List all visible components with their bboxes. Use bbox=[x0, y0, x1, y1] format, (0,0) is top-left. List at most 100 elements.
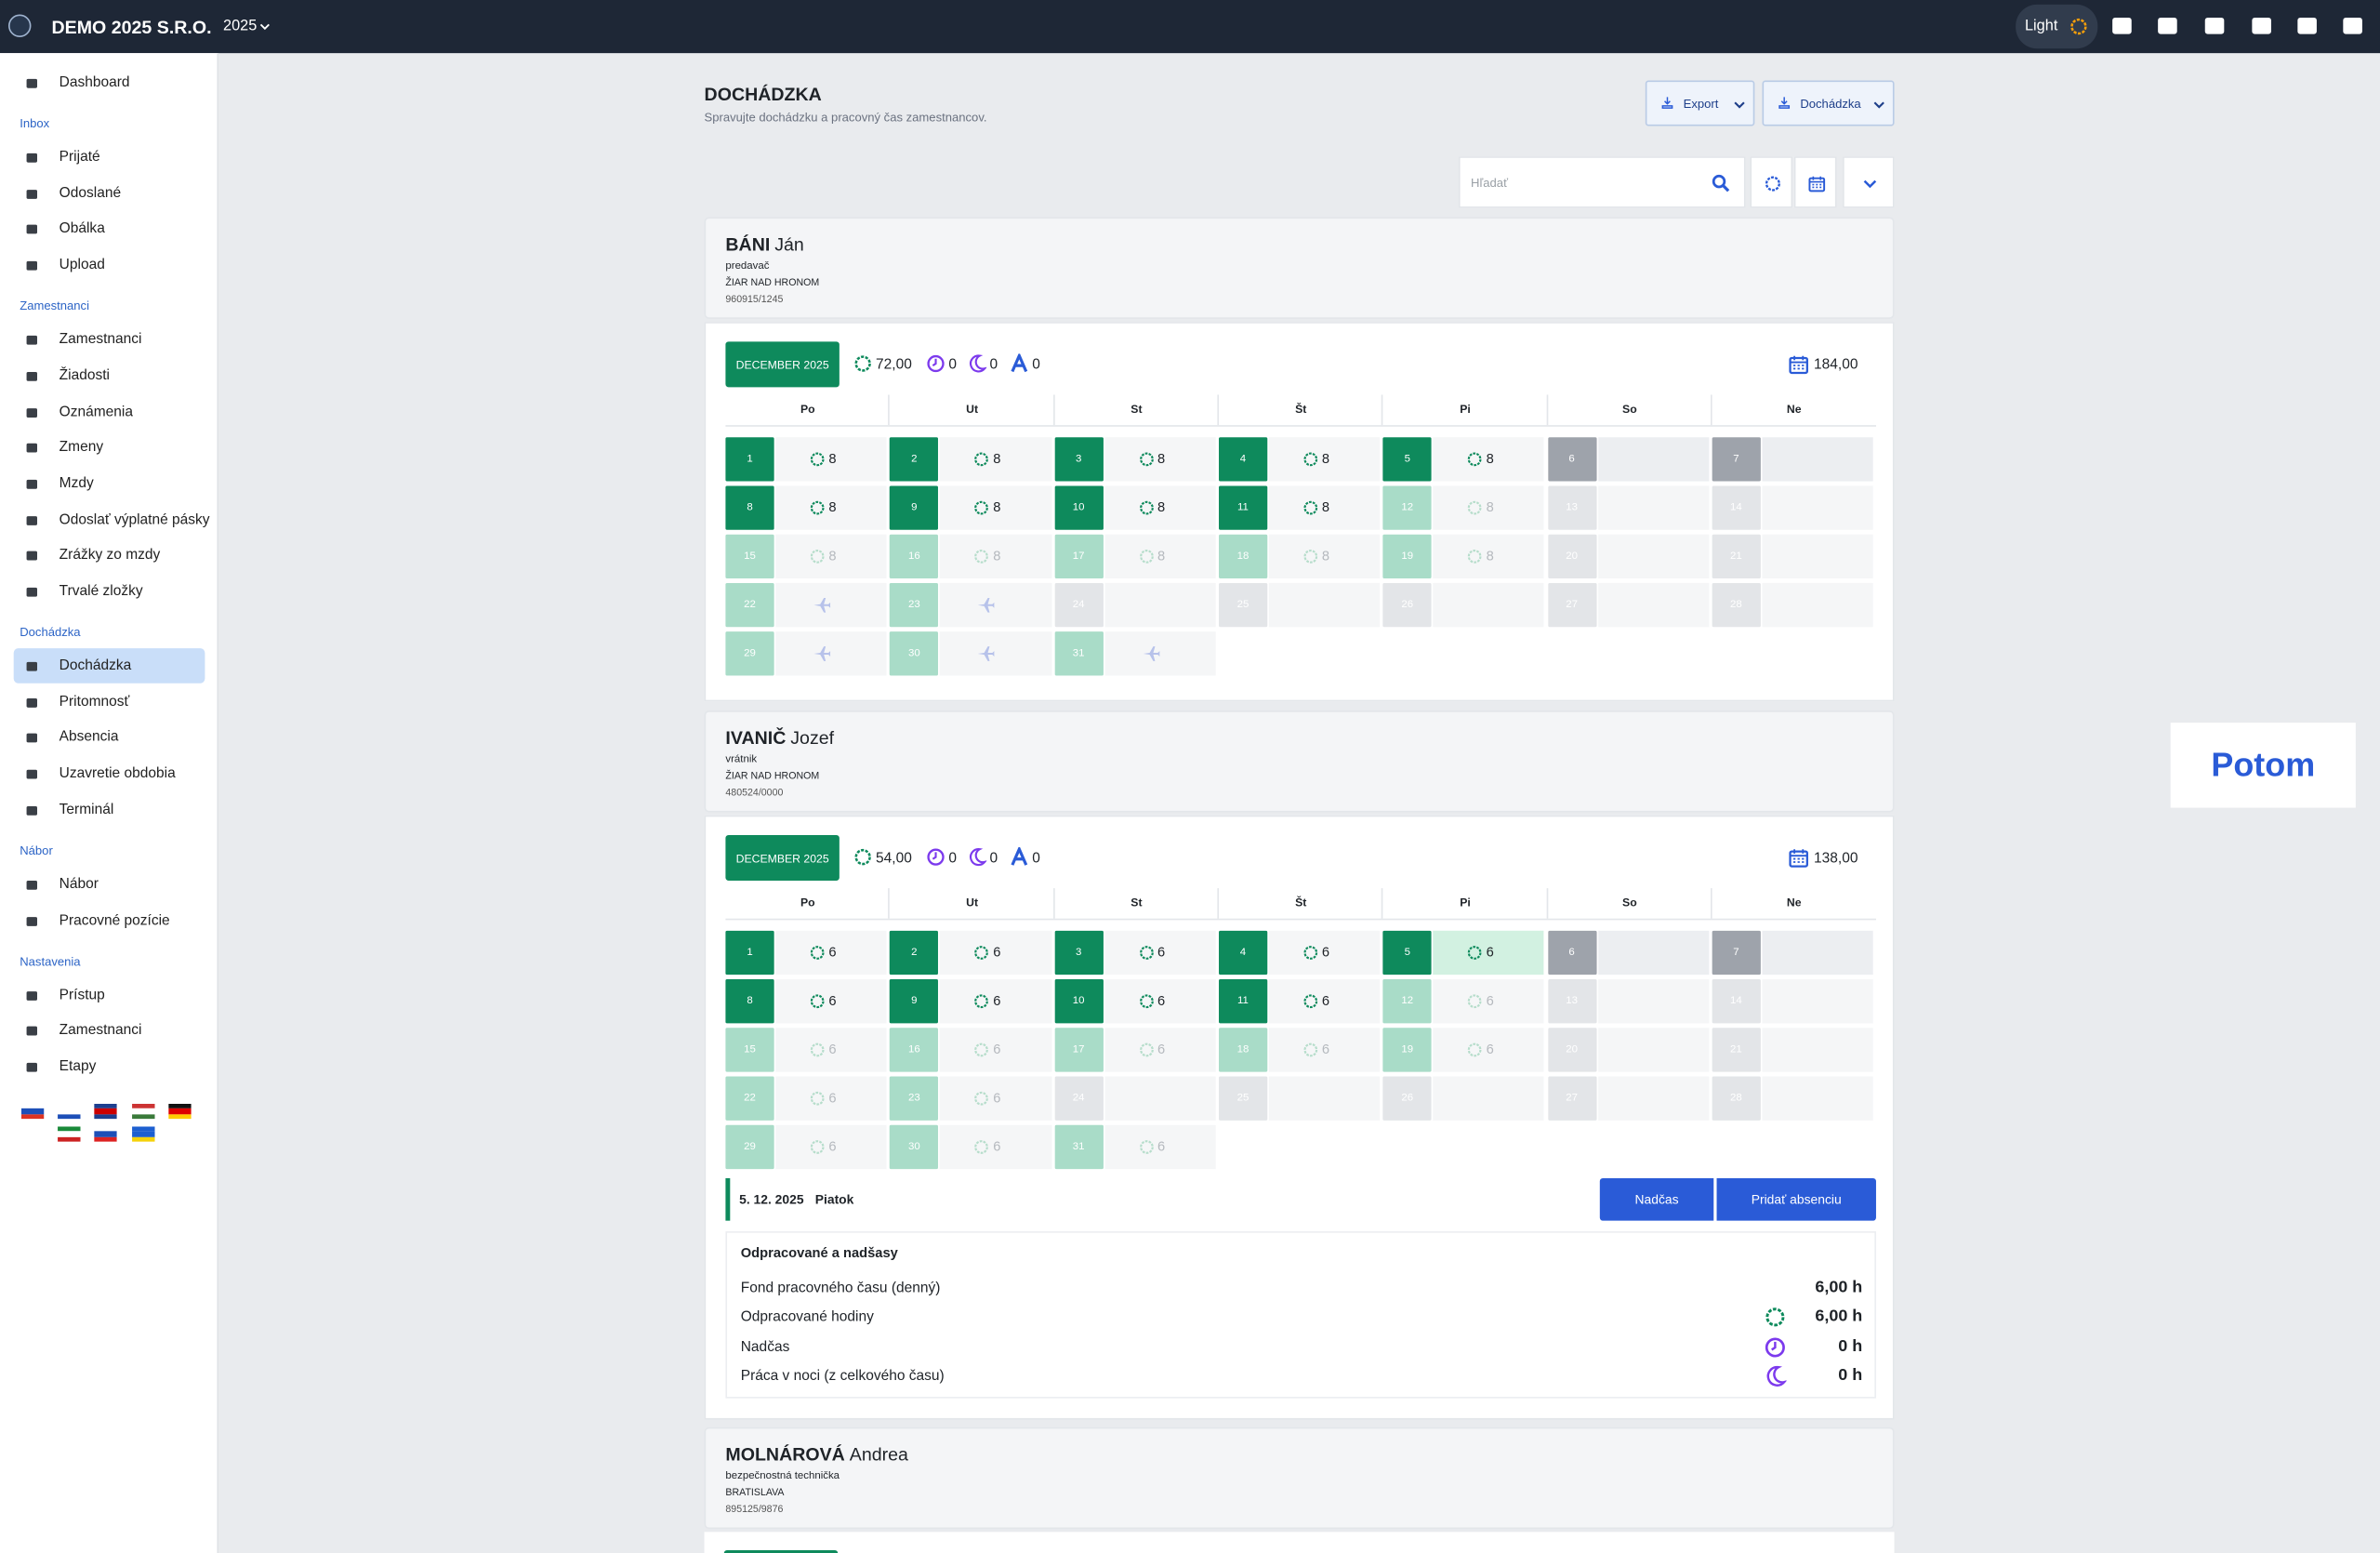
language-flag[interactable] bbox=[58, 1126, 81, 1142]
nav-link[interactable]: Zamestnanci bbox=[59, 1022, 142, 1040]
day-number[interactable]: 13 bbox=[1547, 485, 1596, 530]
day-number[interactable]: 31 bbox=[1054, 631, 1104, 676]
add-absence-button[interactable]: Pridať absenciu bbox=[1716, 1177, 1876, 1221]
day-number[interactable]: 21 bbox=[1712, 534, 1761, 579]
day-value-area[interactable] bbox=[1268, 1076, 1381, 1121]
day-number[interactable]: 2 bbox=[890, 930, 939, 976]
day-value-area[interactable] bbox=[1597, 534, 1710, 579]
refresh-button[interactable] bbox=[1750, 156, 1793, 208]
day-number[interactable]: 16 bbox=[890, 534, 939, 579]
nav-link[interactable]: Upload bbox=[59, 257, 105, 274]
day-number[interactable]: 20 bbox=[1547, 534, 1596, 579]
nav-link[interactable]: Nábor bbox=[59, 875, 99, 893]
day-value-area[interactable] bbox=[1762, 437, 1873, 482]
day-value-area[interactable]: 6 bbox=[1268, 930, 1381, 976]
day-value-area[interactable] bbox=[940, 631, 1051, 676]
language-flag[interactable] bbox=[20, 1103, 45, 1120]
nav-link[interactable]: Oznámenia bbox=[59, 403, 134, 420]
day-number[interactable]: 5 bbox=[1382, 930, 1432, 976]
day-value-area[interactable]: 6 bbox=[1433, 979, 1545, 1024]
toolbar-icon[interactable] bbox=[2339, 12, 2366, 39]
day-value-area[interactable] bbox=[940, 582, 1051, 628]
day-value-area[interactable]: 8 bbox=[940, 437, 1051, 482]
day-number[interactable]: 6 bbox=[1547, 437, 1596, 482]
day-number[interactable]: 16 bbox=[890, 1028, 939, 1072]
day-value-area[interactable] bbox=[1762, 582, 1873, 628]
day-value-area[interactable]: 6 bbox=[1433, 930, 1545, 976]
day-number[interactable]: 10 bbox=[1054, 979, 1104, 1024]
day-value-area[interactable] bbox=[1597, 485, 1710, 530]
day-value-area[interactable]: 6 bbox=[1268, 1028, 1381, 1072]
toolbar-icon[interactable] bbox=[2109, 12, 2135, 39]
theme-toggle[interactable]: Light bbox=[2016, 4, 2098, 49]
nav-link[interactable]: Etapy bbox=[59, 1057, 97, 1075]
day-value-area[interactable]: 8 bbox=[1104, 534, 1216, 579]
day-number[interactable]: 21 bbox=[1712, 1028, 1761, 1072]
day-value-area[interactable] bbox=[1433, 1076, 1545, 1121]
day-value-area[interactable]: 8 bbox=[1433, 534, 1545, 579]
day-value-area[interactable]: 6 bbox=[775, 1076, 887, 1121]
day-number[interactable]: 2 bbox=[890, 437, 939, 482]
day-value-area[interactable] bbox=[1762, 930, 1873, 976]
day-number[interactable]: 24 bbox=[1054, 582, 1104, 628]
day-value-area[interactable]: 8 bbox=[940, 485, 1051, 530]
day-value-area[interactable]: 6 bbox=[1104, 1124, 1216, 1170]
day-number[interactable]: 22 bbox=[725, 582, 774, 628]
day-number[interactable]: 19 bbox=[1382, 1028, 1432, 1072]
day-value-area[interactable]: 6 bbox=[940, 979, 1051, 1024]
toolbar-icon[interactable] bbox=[2201, 12, 2228, 39]
day-number[interactable]: 18 bbox=[1218, 534, 1268, 579]
nav-link[interactable]: Dochádzka bbox=[59, 657, 132, 674]
nav-link[interactable]: Obálka bbox=[59, 220, 105, 238]
day-number[interactable]: 1 bbox=[725, 930, 774, 976]
day-number[interactable]: 8 bbox=[725, 979, 774, 1024]
day-number[interactable]: 26 bbox=[1382, 1076, 1432, 1121]
day-value-area[interactable]: 8 bbox=[1268, 534, 1381, 579]
day-number[interactable]: 6 bbox=[1547, 930, 1596, 976]
day-value-area[interactable]: 6 bbox=[940, 930, 1051, 976]
day-number[interactable]: 18 bbox=[1218, 1028, 1268, 1072]
nav-link[interactable]: Žiadosti bbox=[59, 366, 110, 384]
day-value-area[interactable]: 8 bbox=[1268, 437, 1381, 482]
day-number[interactable]: 8 bbox=[725, 485, 774, 530]
toolbar-icon[interactable] bbox=[2154, 12, 2181, 39]
day-number[interactable]: 19 bbox=[1382, 534, 1432, 579]
day-number[interactable]: 11 bbox=[1218, 979, 1268, 1024]
nav-link[interactable]: Odoslané bbox=[59, 184, 122, 202]
day-number[interactable]: 7 bbox=[1712, 930, 1761, 976]
day-value-area[interactable]: 6 bbox=[1268, 979, 1381, 1024]
overtime-button[interactable]: Nadčas bbox=[1599, 1177, 1714, 1221]
day-value-area[interactable]: 6 bbox=[775, 930, 887, 976]
day-number[interactable]: 27 bbox=[1547, 1076, 1596, 1121]
day-value-area[interactable] bbox=[1597, 1076, 1710, 1121]
export-button[interactable]: Export bbox=[1645, 80, 1755, 126]
day-number[interactable]: 9 bbox=[890, 485, 939, 530]
day-value-area[interactable]: 6 bbox=[940, 1028, 1051, 1072]
day-number[interactable]: 9 bbox=[890, 979, 939, 1024]
day-value-area[interactable] bbox=[1104, 631, 1216, 676]
day-value-area[interactable]: 6 bbox=[940, 1124, 1051, 1170]
day-value-area[interactable]: 8 bbox=[1104, 437, 1216, 482]
day-number[interactable]: 4 bbox=[1218, 437, 1268, 482]
day-value-area[interactable] bbox=[775, 582, 887, 628]
language-flag[interactable] bbox=[132, 1103, 155, 1120]
day-number[interactable]: 15 bbox=[725, 534, 774, 579]
day-value-area[interactable] bbox=[1433, 582, 1545, 628]
day-value-area[interactable] bbox=[1597, 1028, 1710, 1072]
day-value-area[interactable] bbox=[1268, 582, 1381, 628]
month-button[interactable]: DECEMBER 2025 bbox=[725, 341, 840, 388]
filter-button[interactable] bbox=[1843, 156, 1895, 208]
day-number[interactable]: 28 bbox=[1712, 1076, 1761, 1121]
day-number[interactable]: 17 bbox=[1054, 1028, 1104, 1072]
day-value-area[interactable] bbox=[1104, 582, 1216, 628]
day-value-area[interactable] bbox=[1104, 1076, 1216, 1121]
day-number[interactable]: 24 bbox=[1054, 1076, 1104, 1121]
day-number[interactable]: 23 bbox=[890, 1076, 939, 1121]
month-button[interactable]: DECEMBER 2025 bbox=[725, 834, 840, 881]
language-flag[interactable] bbox=[94, 1103, 117, 1120]
month-button[interactable] bbox=[723, 1549, 839, 1553]
day-number[interactable]: 10 bbox=[1054, 485, 1104, 530]
day-number[interactable]: 17 bbox=[1054, 534, 1104, 579]
day-number[interactable]: 11 bbox=[1218, 485, 1268, 530]
day-number[interactable]: 15 bbox=[725, 1028, 774, 1072]
